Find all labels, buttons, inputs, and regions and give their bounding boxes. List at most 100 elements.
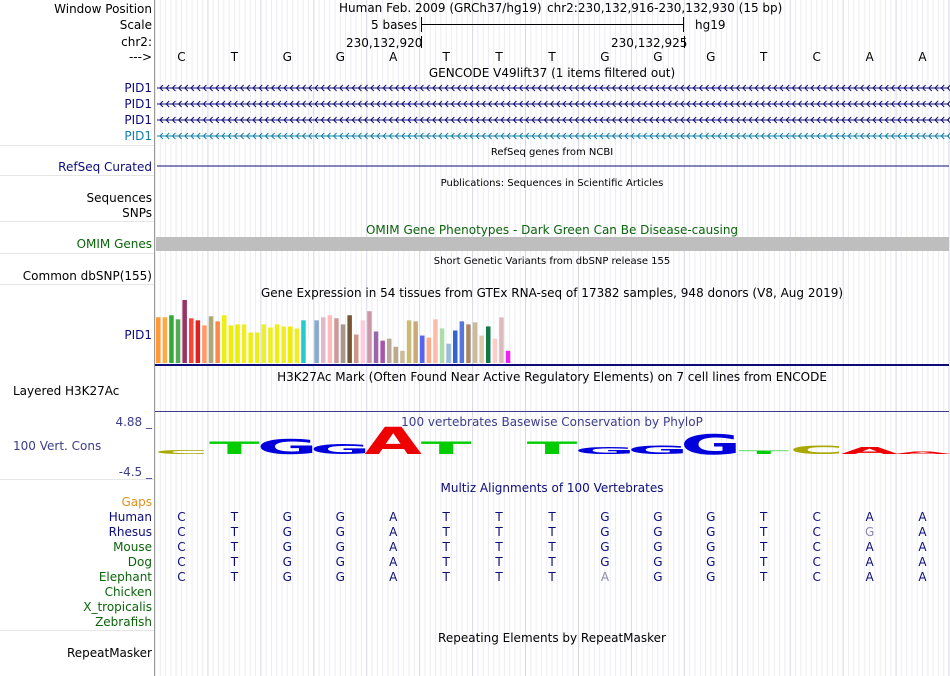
species-label[interactable]: Rhesus: [108, 525, 152, 539]
gtex-bar[interactable]: [294, 328, 300, 363]
alignment-base: G: [335, 555, 345, 569]
dbsnp-label[interactable]: Common dbSNP(155): [22, 269, 152, 283]
gtex-bar[interactable]: [354, 334, 359, 363]
gtex-bar[interactable]: [268, 327, 273, 363]
species-label[interactable]: Mouse: [113, 540, 152, 554]
gtex-bar[interactable]: [189, 318, 194, 363]
repeatmasker-label[interactable]: RepeatMasker: [66, 646, 152, 660]
gtex-bar[interactable]: [235, 324, 240, 363]
alignment-base: A: [865, 540, 874, 554]
gtex-bar[interactable]: [426, 337, 432, 363]
gtex-bar[interactable]: [420, 335, 425, 363]
gencode-gene-label[interactable]: PID1: [124, 113, 152, 127]
h3k27ac-label[interactable]: Layered H3K27Ac: [13, 384, 120, 398]
refseq-label[interactable]: RefSeq Curated: [58, 160, 152, 174]
sequence-base: G: [335, 50, 345, 64]
position-text[interactable]: chr2:230,132,916-230,132,930 (15 bp): [547, 1, 783, 15]
species-label[interactable]: Elephant: [98, 570, 152, 584]
gtex-bar[interactable]: [492, 338, 498, 363]
gtex-bar[interactable]: [301, 320, 306, 363]
scale-text: 5 bases: [371, 18, 418, 32]
omim-feature-bar[interactable]: [156, 237, 949, 251]
publications-track-title[interactable]: Publications: Sequences in Scientific Ar…: [440, 178, 664, 189]
alignment-base: G: [706, 510, 716, 524]
gtex-bar[interactable]: [314, 320, 319, 363]
gtex-bar[interactable]: [222, 315, 227, 363]
publications-snps-label[interactable]: SNPs: [122, 206, 152, 220]
gencode-gene-label[interactable]: PID1: [124, 81, 152, 95]
gtex-gene-label[interactable]: PID1: [124, 328, 152, 342]
gtex-bar[interactable]: [413, 321, 418, 363]
gtex-bar[interactable]: [380, 340, 385, 363]
gtex-bar[interactable]: [433, 319, 438, 363]
alignment-base: G: [335, 540, 345, 554]
gtex-track-title[interactable]: Gene Expression in 54 tissues from GTEx …: [260, 286, 844, 300]
gtex-bar[interactable]: [327, 315, 333, 363]
gtex-bar[interactable]: [281, 326, 286, 363]
gtex-bar[interactable]: [241, 324, 247, 363]
gencode-gene-label[interactable]: PID1: [124, 97, 152, 111]
gtex-bar[interactable]: [453, 330, 458, 363]
gtex-bar[interactable]: [393, 346, 399, 363]
gtex-bar[interactable]: [156, 317, 161, 363]
conservation-logo-letter: G: [257, 435, 318, 459]
gaps-label[interactable]: Gaps: [121, 495, 152, 509]
gtex-bar[interactable]: [321, 317, 326, 363]
conservation-track-title[interactable]: 100 vertebrates Basewise Conservation by…: [401, 415, 703, 429]
gtex-bar[interactable]: [486, 326, 491, 363]
gtex-bar[interactable]: [340, 324, 346, 363]
omim-label[interactable]: OMIM Genes: [76, 237, 152, 251]
gtex-bar[interactable]: [208, 316, 214, 363]
gtex-bar[interactable]: [202, 325, 207, 363]
gtex-bar[interactable]: [466, 324, 471, 363]
gtex-bar[interactable]: [505, 350, 511, 363]
repeatmasker-track-title[interactable]: Repeating Elements by RepeatMasker: [438, 631, 666, 645]
species-label[interactable]: Human: [108, 510, 152, 524]
gtex-bar[interactable]: [334, 318, 339, 363]
dbsnp-track-title[interactable]: Short Genetic Variants from dbSNP releas…: [433, 256, 671, 267]
gtex-bar[interactable]: [215, 321, 220, 363]
gtex-bar[interactable]: [274, 324, 280, 363]
multiz-track-title[interactable]: Multiz Alignments of 100 Vertebrates: [440, 481, 664, 495]
gtex-bar[interactable]: [499, 317, 504, 363]
gtex-bar[interactable]: [439, 328, 445, 363]
gencode-track-title[interactable]: GENCODE V49lift37 (1 items filtered out): [428, 66, 676, 80]
gtex-bar[interactable]: [248, 332, 253, 363]
gtex-bar[interactable]: [459, 321, 465, 363]
h3k27ac-baseline: [155, 411, 949, 412]
gtex-bar[interactable]: [169, 315, 174, 363]
gtex-bar[interactable]: [387, 338, 392, 363]
gtex-bar[interactable]: [182, 300, 187, 363]
gtex-bar[interactable]: [367, 311, 372, 363]
omim-track-title[interactable]: OMIM Gene Phenotypes - Dark Green Can Be…: [365, 223, 739, 237]
species-label[interactable]: Dog: [127, 555, 152, 569]
gtex-bar[interactable]: [373, 331, 379, 364]
h3k27ac-track-title[interactable]: H3K27Ac Mark (Often Found Near Active Re…: [277, 370, 827, 384]
gtex-bar[interactable]: [479, 335, 484, 363]
gtex-bar[interactable]: [255, 332, 260, 363]
gtex-bar[interactable]: [175, 319, 181, 363]
alignment-base: T: [495, 540, 503, 554]
gtex-bar[interactable]: [261, 324, 267, 363]
gtex-bar[interactable]: [406, 320, 412, 363]
gtex-bar[interactable]: [195, 320, 201, 363]
species-label[interactable]: Chicken: [104, 585, 152, 599]
species-label[interactable]: Zebrafish: [95, 615, 152, 629]
publications-sequences-label[interactable]: Sequences: [86, 191, 152, 205]
species-label[interactable]: X_tropicalis: [83, 600, 152, 614]
alignment-base: T: [230, 510, 239, 524]
refseq-track-title[interactable]: RefSeq genes from NCBI: [490, 147, 614, 158]
gtex-bar[interactable]: [288, 326, 293, 363]
gtex-bar[interactable]: [400, 350, 405, 363]
gtex-bar[interactable]: [162, 317, 168, 363]
gencode-gene-label[interactable]: PID1: [124, 129, 152, 143]
conservation-label[interactable]: 100 Vert. Cons: [13, 439, 102, 453]
gtex-bar[interactable]: [307, 337, 313, 363]
gtex-bar[interactable]: [446, 343, 451, 363]
sequence-base: A: [865, 50, 874, 64]
gtex-bar[interactable]: [360, 320, 366, 363]
gtex-bar[interactable]: [347, 315, 352, 363]
gtex-bar[interactable]: [472, 322, 478, 363]
gtex-bar[interactable]: [228, 325, 234, 363]
